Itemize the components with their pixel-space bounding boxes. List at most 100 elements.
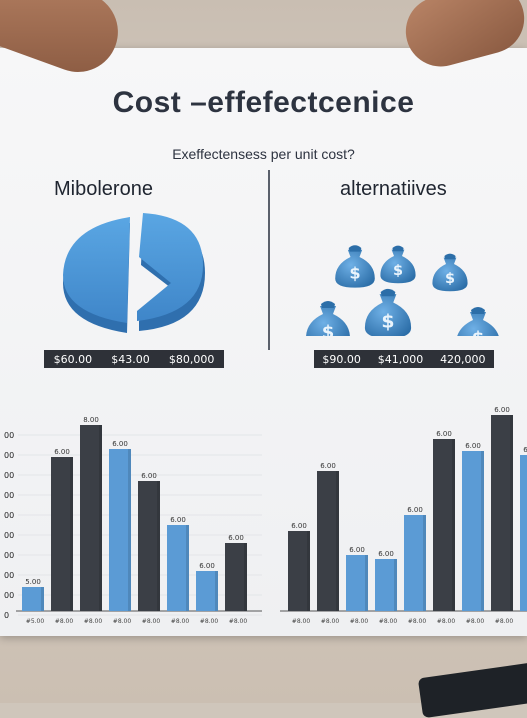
pie-slice-right: [137, 213, 203, 321]
right-chart-bar-shade: [423, 515, 426, 611]
right-chart-bar-shade: [510, 415, 513, 611]
left-chart-bar: [22, 587, 44, 611]
dollar-glyph: $: [381, 311, 394, 333]
money-bag-icon: $: [335, 245, 375, 288]
left-chart-bar-shade: [186, 525, 189, 611]
left-chart-x-label: #8.00: [229, 618, 248, 625]
left-chart-bar: [225, 543, 247, 611]
left-chart-y-tick: 00: [4, 491, 14, 500]
right-chart-bar-shade: [452, 439, 455, 611]
right-chart-bar-shade: [336, 471, 339, 611]
left-price-bar: $60.00 $43.00 $80,000: [44, 350, 224, 368]
left-chart-bar-label: 8.00: [83, 416, 99, 424]
dollar-glyph: $: [322, 322, 335, 336]
left-chart-x-label: #8.00: [171, 618, 190, 625]
right-chart-bar: [346, 555, 368, 611]
bar-charts: 00000000000000000005.006.008.006.006.006…: [4, 406, 527, 625]
right-chart-bar-label: 6.00: [436, 430, 452, 438]
left-chart-x-label: #8.00: [84, 618, 103, 625]
right-chart-bar: [404, 515, 426, 611]
right-chart-x-label: #8.00: [437, 618, 456, 625]
left-chart-y-tick: 00: [4, 471, 14, 480]
left-price-2: $43.00: [111, 352, 150, 366]
left-chart-x-label: #8.00: [142, 618, 161, 625]
poster-sheet: Cost –effefectcenice Exeffectensess per …: [0, 48, 527, 636]
left-chart-bar-label: 6.00: [112, 440, 128, 448]
right-chart-bar-shade: [307, 531, 310, 611]
right-price-1: $90.00: [322, 352, 361, 366]
money-bag-icon: $: [364, 288, 412, 336]
left-chart-y-tick: 00: [4, 431, 14, 440]
left-chart-bar: [51, 457, 73, 611]
right-chart-bar: [433, 439, 455, 611]
right-chart-x-label: #8.00: [321, 618, 340, 625]
right-chart-bar-shade: [481, 451, 484, 611]
dollar-glyph: $: [445, 271, 455, 287]
left-chart-y-tick: 00: [4, 451, 14, 460]
panel-divider: [268, 170, 270, 350]
money-bag-cluster: $ $ $ $ $ $: [306, 245, 499, 336]
right-chart-x-label: #8.00: [350, 618, 369, 625]
left-chart-y-tick: 0: [4, 611, 9, 620]
right-chart-bar: [462, 451, 484, 611]
right-price-2: $41,000: [377, 352, 424, 366]
left-chart-y-tick: 00: [4, 591, 14, 600]
left-chart-bar-shade: [244, 543, 247, 611]
right-chart-bar: [491, 415, 513, 611]
right-chart-x-label: #8.00: [408, 618, 427, 625]
left-chart-bar-shade: [70, 457, 73, 611]
left-chart-x-label: #8.00: [113, 618, 132, 625]
left-chart-bar-shade: [99, 425, 102, 611]
pie-graphic: [63, 213, 205, 333]
right-price-3: 420,000: [440, 352, 486, 366]
money-bag-icon: $: [380, 245, 416, 284]
right-chart-bar-label: 6.00: [494, 406, 510, 414]
right-chart-bar: [317, 471, 339, 611]
right-panel-label: alternatiives: [340, 178, 447, 200]
left-chart-bar-label: 6.00: [199, 562, 215, 570]
money-bag-icon: $: [457, 307, 499, 336]
left-price-1: $60.00: [53, 352, 93, 366]
left-chart-y-tick: 00: [4, 531, 14, 540]
left-chart-bar-label: 6.00: [54, 448, 70, 456]
right-chart-bar-shade: [365, 555, 368, 611]
right-chart-bar-label: 6.00: [378, 550, 394, 558]
left-chart-bar: [109, 449, 131, 611]
right-chart-bar-label: 6.00: [407, 506, 423, 514]
left-chart-x-label: #8.00: [200, 618, 219, 625]
left-chart-y-tick: 00: [4, 511, 14, 520]
right-chart-bar-label: 6.00: [349, 546, 365, 554]
left-chart-bar: [167, 525, 189, 611]
right-chart-bar-label: 6.00: [320, 462, 336, 470]
page-subtitle: Exeffectensess per unit cost?: [172, 146, 355, 162]
right-chart-bar-label: 6.00: [465, 442, 481, 450]
right-chart-bar-label: 6.00: [291, 522, 307, 530]
left-chart-bar-label: 6.00: [170, 516, 186, 524]
left-chart-x-label: #5.00: [26, 618, 45, 625]
left-chart-bar-shade: [215, 571, 218, 611]
money-bag-icon: $: [432, 253, 468, 292]
left-chart-bar-shade: [128, 449, 131, 611]
dollar-glyph: $: [393, 263, 403, 279]
dollar-glyph: $: [349, 264, 360, 283]
right-chart-x-label: #8.00: [292, 618, 311, 625]
pie-slice-left: [63, 217, 130, 323]
page-title: Cost –effefectcenice: [112, 86, 415, 119]
right-price-bar: $90.00 $41,000 420,000: [314, 350, 494, 368]
right-chart-bar: [375, 559, 397, 611]
left-panel-label: Mibolerone: [54, 178, 153, 200]
left-price-3: $80,000: [168, 352, 215, 366]
money-bag-icon: $: [306, 301, 350, 336]
left-chart-bar-label: 6.00: [141, 472, 157, 480]
right-chart-x-label: #8.00: [495, 618, 514, 625]
dollar-glyph: $: [472, 328, 485, 336]
left-chart-x-label: #8.00: [55, 618, 74, 625]
right-chart-x-label: #8.00: [379, 618, 398, 625]
right-chart-bar-label: 6.00: [523, 446, 527, 454]
left-chart-bar-label: 6.00: [228, 534, 244, 542]
right-chart-bar: [520, 455, 527, 611]
left-chart-bar: [196, 571, 218, 611]
left-chart-bar-shade: [157, 481, 160, 611]
left-chart-bar: [138, 481, 160, 611]
left-chart-bar-shade: [41, 587, 44, 611]
